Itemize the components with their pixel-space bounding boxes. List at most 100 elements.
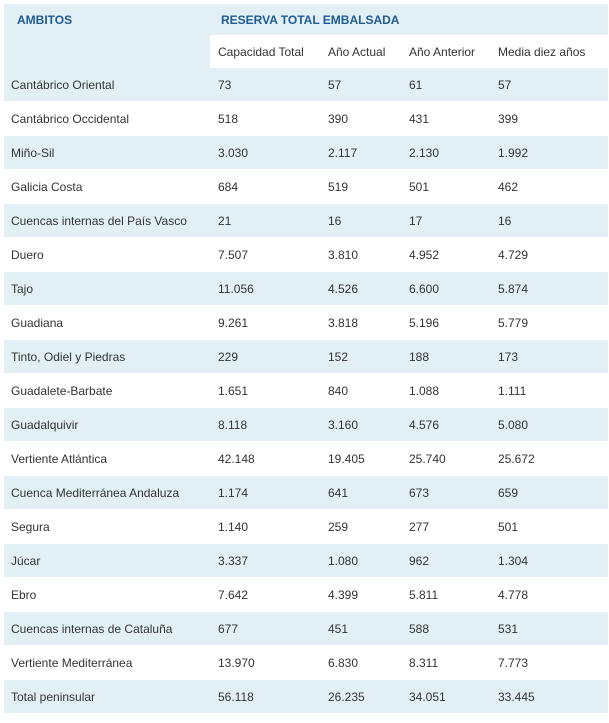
table-row: Vertiente Atlántica 42.148 19.405 25.740 25.… xyxy=(4,441,609,476)
cell-ambito: Duero xyxy=(4,237,210,272)
table-row: Cantábrico Oriental 73 57 61 57 xyxy=(4,68,609,102)
cell-ambito: Tinto, Odiel y Piedras xyxy=(4,339,210,374)
cell-ano-anterior: 188 xyxy=(401,339,490,374)
cell-capacidad: 677 xyxy=(210,611,320,646)
table-row: Segura 1.140 259 277 501 xyxy=(4,509,609,544)
cell-ambito: Guadalete-Barbate xyxy=(4,373,210,408)
cell-media: 25.672 xyxy=(490,441,609,476)
cell-media: 5.080 xyxy=(490,407,609,442)
cell-ambito: Cantábrico Oriental xyxy=(4,68,210,102)
cell-ano-anterior: 17 xyxy=(401,203,490,238)
cell-capacidad: 9.261 xyxy=(210,305,320,340)
cell-capacidad: 11.056 xyxy=(210,271,320,306)
cell-ano-anterior: 431 xyxy=(401,101,490,136)
cell-media: 659 xyxy=(490,475,609,510)
cell-ano-anterior: 25.740 xyxy=(401,441,490,476)
cell-ambito: Júcar xyxy=(4,543,210,578)
cell-ano-actual: 2.117 xyxy=(320,135,401,170)
cell-capacidad: 1.174 xyxy=(210,475,320,510)
table-row: Total peninsular 56.118 26.235 34.051 33.445 xyxy=(4,679,609,714)
cell-ambito: Cuencas internas del País Vasco xyxy=(4,203,210,238)
cell-ano-anterior: 5.196 xyxy=(401,305,490,340)
cell-ano-anterior: 6.600 xyxy=(401,271,490,306)
cell-media: 4.729 xyxy=(490,237,609,272)
header-row-group: AMBITOS RESERVA TOTAL EMBALSADA xyxy=(4,4,609,68)
cell-media: 173 xyxy=(490,339,609,374)
table-row: Miño-Sil 3.030 2.117 2.130 1.992 xyxy=(4,135,609,170)
cell-capacidad: 684 xyxy=(210,169,320,204)
cell-capacidad: 1.140 xyxy=(210,509,320,544)
cell-capacidad: 13.970 xyxy=(210,645,320,680)
table-row: Cuencas internas de Cataluña 677 451 588 531 xyxy=(4,611,609,646)
header-reserva-total: RESERVA TOTAL EMBALSADA xyxy=(210,4,609,35)
cell-ano-anterior: 2.130 xyxy=(401,135,490,170)
column-header-capacidad: Capacidad Total xyxy=(210,35,320,68)
cell-ano-anterior: 1.088 xyxy=(401,373,490,408)
cell-ambito: Guadiana xyxy=(4,305,210,340)
cell-capacidad: 3.337 xyxy=(210,543,320,578)
cell-media: 16 xyxy=(490,203,609,238)
cell-media: 1.304 xyxy=(490,543,609,578)
table-body: Cantábrico Oriental 73 57 61 57 Cantábrico Oc… xyxy=(4,68,609,714)
cell-capacidad: 518 xyxy=(210,101,320,136)
cell-ano-actual: 3.160 xyxy=(320,407,401,442)
cell-capacidad: 21 xyxy=(210,203,320,238)
cell-ano-actual: 6.830 xyxy=(320,645,401,680)
cell-media: 1.111 xyxy=(490,373,609,408)
table-row: Galicia Costa 684 519 501 462 xyxy=(4,169,609,204)
cell-ano-anterior: 4.952 xyxy=(401,237,490,272)
cell-ano-actual: 26.235 xyxy=(320,679,401,714)
cell-ano-anterior: 673 xyxy=(401,475,490,510)
cell-ambito: Miño-Sil xyxy=(4,135,210,170)
table-row: Vertiente Mediterránea 13.970 6.830 8.311 7.… xyxy=(4,645,609,680)
cell-media: 531 xyxy=(490,611,609,646)
column-header-ano-anterior: Año Anterior xyxy=(401,35,490,68)
cell-ano-anterior: 962 xyxy=(401,543,490,578)
cell-capacidad: 3.030 xyxy=(210,135,320,170)
cell-ambito: Tajo xyxy=(4,271,210,306)
cell-capacidad: 7.642 xyxy=(210,577,320,612)
cell-ambito: Ebro xyxy=(4,577,210,612)
cell-media: 501 xyxy=(490,509,609,544)
cell-ambito: Total peninsular xyxy=(4,679,210,714)
cell-ambito: Vertiente Atlántica xyxy=(4,441,210,476)
cell-media: 399 xyxy=(490,101,609,136)
cell-ambito: Guadalquivir xyxy=(4,407,210,442)
cell-media: 5.779 xyxy=(490,305,609,340)
cell-capacidad: 42.148 xyxy=(210,441,320,476)
column-header-media: Media diez años xyxy=(490,35,609,68)
cell-ambito: Galicia Costa xyxy=(4,169,210,204)
table-row: Guadalete-Barbate 1.651 840 1.088 1.111 xyxy=(4,373,609,408)
column-header-ano-actual: Año Actual xyxy=(320,35,401,68)
table-row: Duero 7.507 3.810 4.952 4.729 xyxy=(4,237,609,272)
cell-media: 1.992 xyxy=(490,135,609,170)
cell-ambito: Cantábrico Occidental xyxy=(4,101,210,136)
cell-ano-actual: 4.526 xyxy=(320,271,401,306)
cell-ambito: Vertiente Mediterránea xyxy=(4,645,210,680)
cell-ano-anterior: 588 xyxy=(401,611,490,646)
cell-ano-anterior: 34.051 xyxy=(401,679,490,714)
cell-ano-anterior: 61 xyxy=(401,68,490,102)
cell-ambito: Cuenca Mediterránea Andaluza xyxy=(4,475,210,510)
table-row: Guadiana 9.261 3.818 5.196 5.779 xyxy=(4,305,609,340)
cell-media: 462 xyxy=(490,169,609,204)
cell-capacidad: 73 xyxy=(210,68,320,102)
cell-ano-actual: 519 xyxy=(320,169,401,204)
cell-ano-actual: 1.080 xyxy=(320,543,401,578)
table-row: Júcar 3.337 1.080 962 1.304 xyxy=(4,543,609,578)
cell-ano-actual: 57 xyxy=(320,68,401,102)
cell-ano-actual: 19.405 xyxy=(320,441,401,476)
cell-ano-actual: 641 xyxy=(320,475,401,510)
cell-ano-actual: 4.399 xyxy=(320,577,401,612)
cell-media: 7.773 xyxy=(490,645,609,680)
table-row: Ebro 7.642 4.399 5.811 4.778 xyxy=(4,577,609,612)
cell-media: 57 xyxy=(490,68,609,102)
header-ambitos: AMBITOS xyxy=(4,4,210,68)
cell-media: 33.445 xyxy=(490,679,609,714)
cell-capacidad: 1.651 xyxy=(210,373,320,408)
cell-ano-actual: 390 xyxy=(320,101,401,136)
table-header: AMBITOS RESERVA TOTAL EMBALSADA Capacida… xyxy=(4,4,609,68)
table-row: Cantábrico Occidental 518 390 431 399 xyxy=(4,101,609,136)
reservoir-table: AMBITOS RESERVA TOTAL EMBALSADA Capacida… xyxy=(4,4,609,714)
